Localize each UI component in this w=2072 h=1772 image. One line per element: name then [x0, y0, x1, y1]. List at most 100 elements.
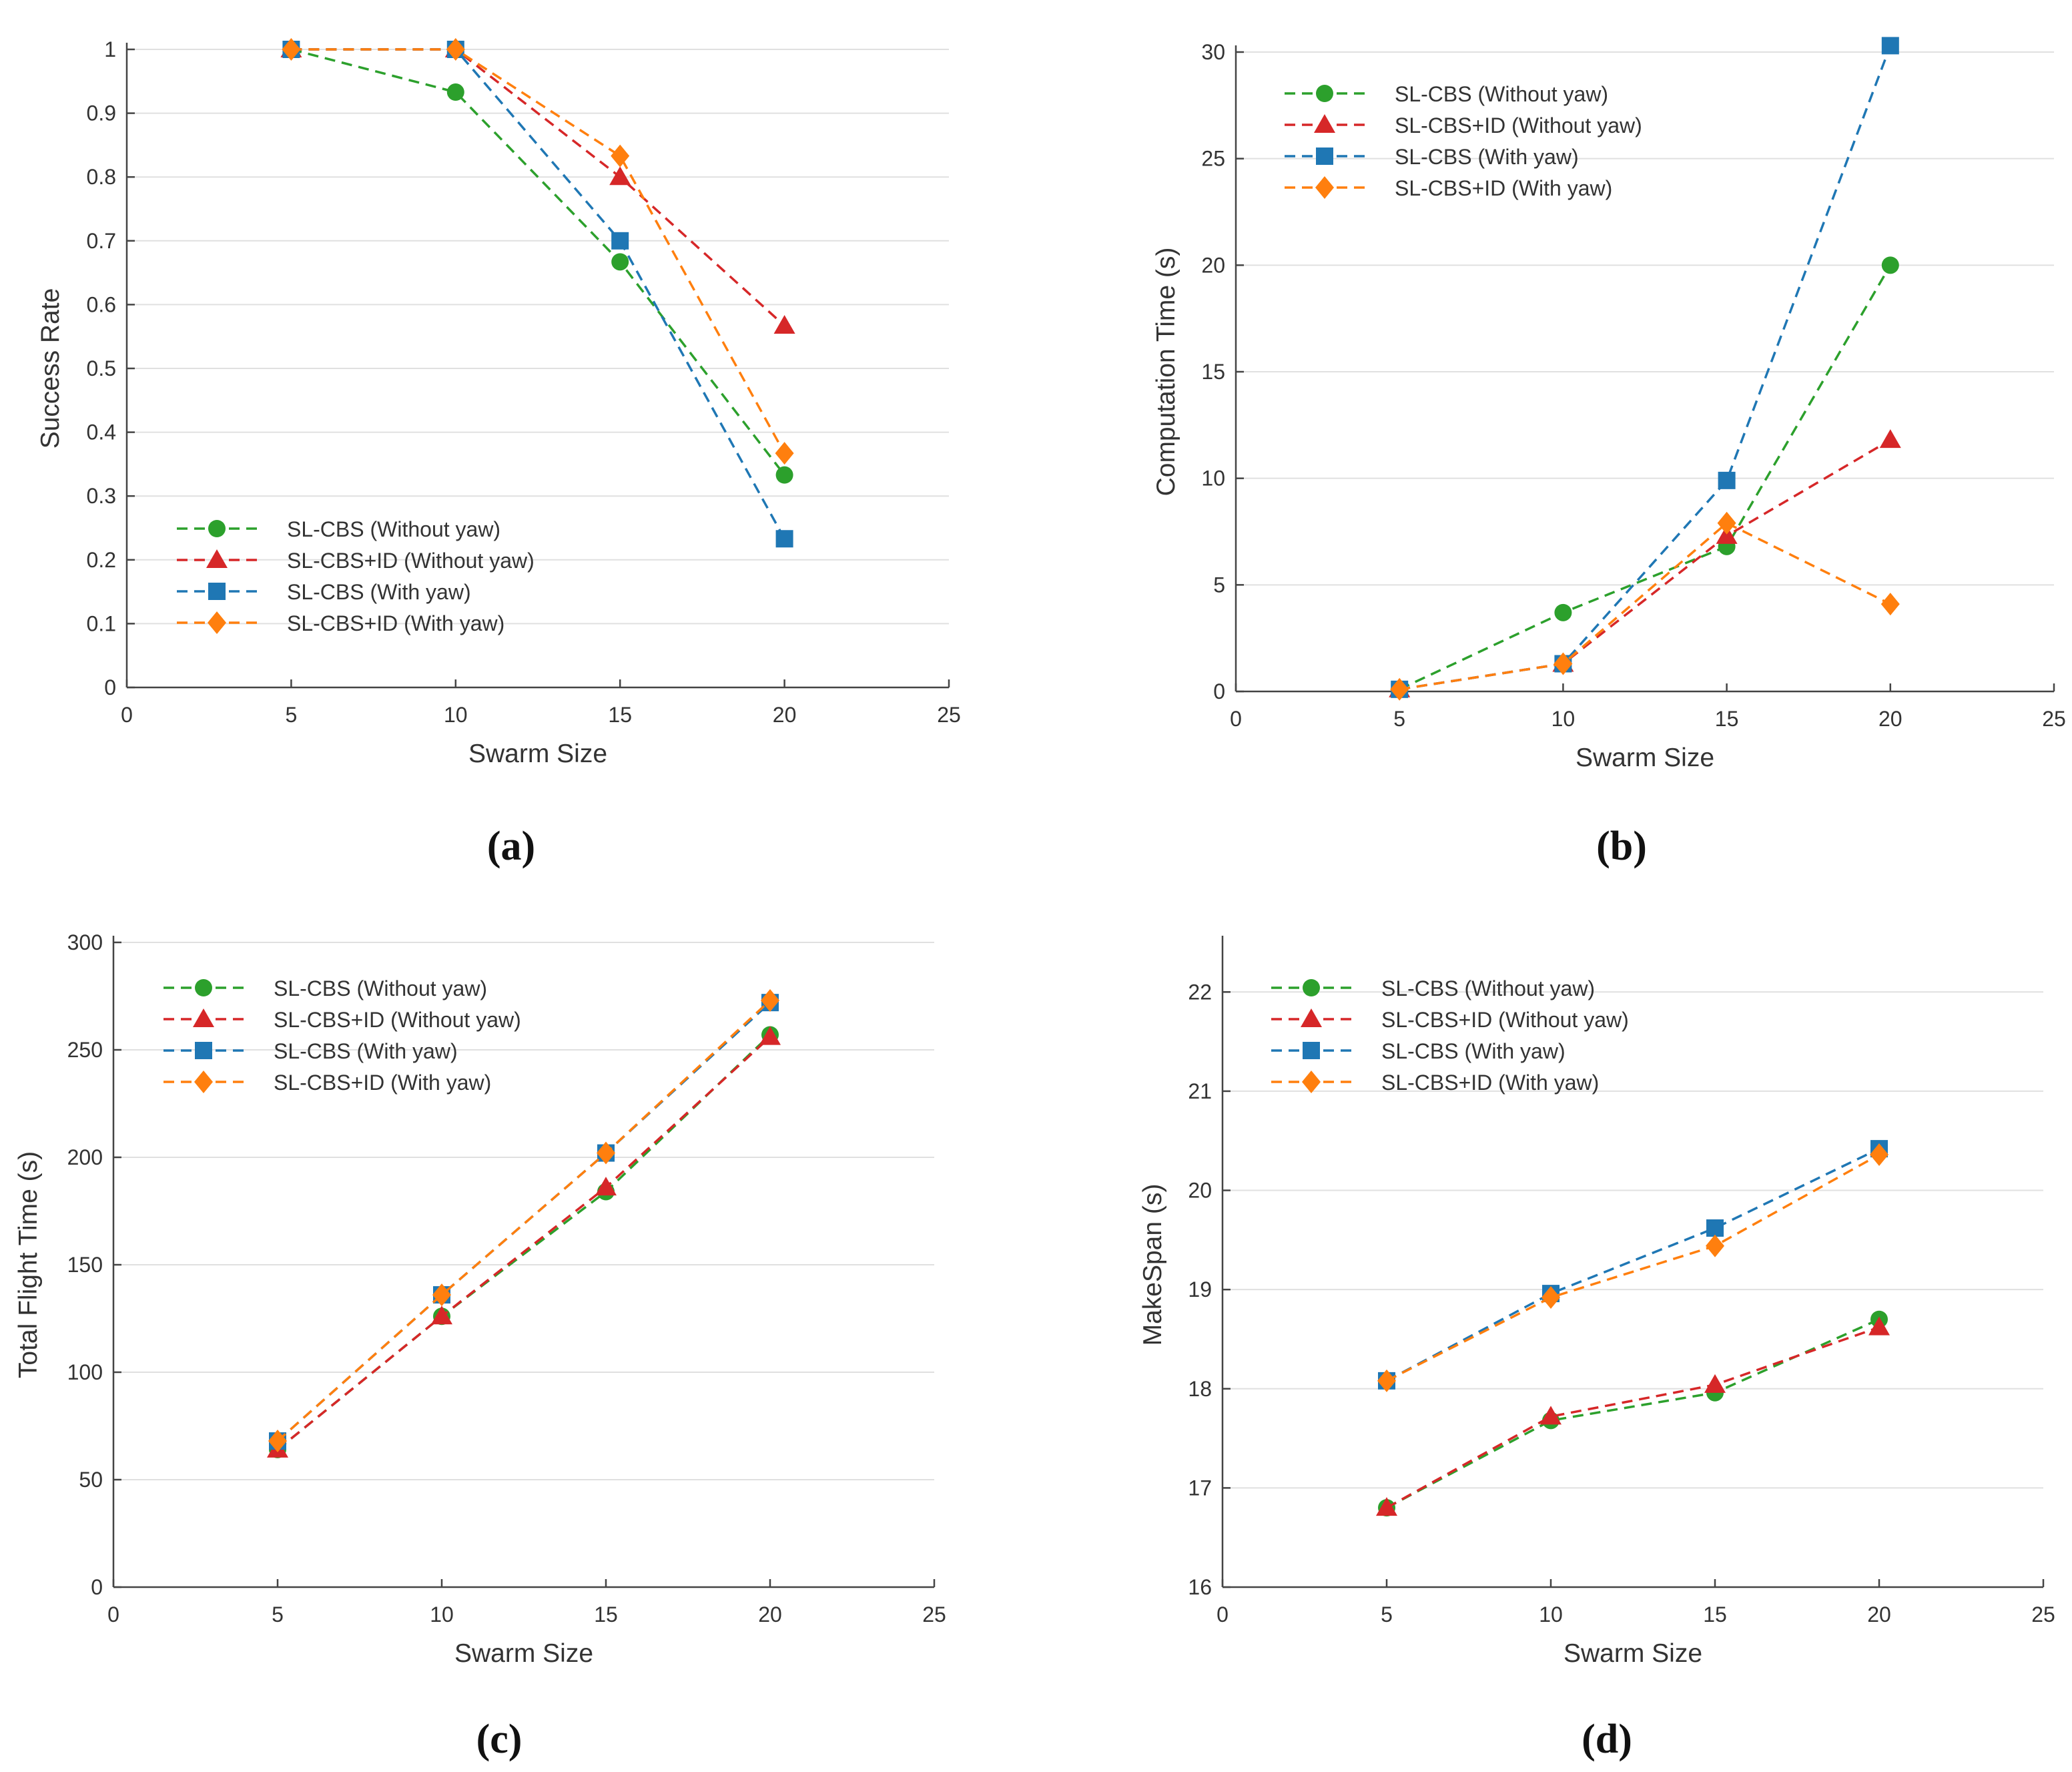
y-tick-label: 10 [1201, 467, 1225, 491]
chart-panel-1: 0 5 10 15 20 25 0 0.1 0.2 0.3 0.4 0.5 0.6 0.7 0.8 0.9 1 S… [36, 37, 961, 869]
x-tick-label: 10 [1539, 1602, 1563, 1627]
data-point [1881, 37, 1899, 55]
legend-marker [1303, 979, 1320, 996]
data-point [761, 988, 779, 1012]
y-tick-label: 5 [1213, 573, 1225, 597]
data-point [1540, 1406, 1562, 1425]
x-axis-label: Swarm Size [454, 1639, 593, 1668]
data-point [1868, 1316, 1890, 1336]
data-point [1718, 471, 1736, 489]
legend-entry: SL-CBS (Without yaw) [1395, 82, 1608, 106]
y-tick-label: 0.2 [87, 548, 116, 572]
legend-entry: SL-CBS (With yaw) [274, 1039, 458, 1063]
x-tick-label: 5 [1381, 1602, 1393, 1627]
y-tick-label: 100 [67, 1360, 103, 1384]
series-line-3 [291, 48, 786, 540]
chart-panel-4: 0 5 10 15 20 25 16 17 18 19 20 21 22 Swarm Size MakeSp… [1138, 936, 2055, 1762]
y-tick-label: 16 [1188, 1575, 1212, 1599]
x-tick-label: 0 [107, 1602, 119, 1627]
legend-entry: SL-CBS (With yaw) [1381, 1039, 1566, 1063]
series-line-3 [1386, 1147, 1880, 1382]
data-point [1870, 1143, 1888, 1167]
legend-entry: SL-CBS+ID (With yaw) [1381, 1071, 1599, 1095]
legend-entry: SL-CBS (Without yaw) [274, 976, 487, 1000]
y-axis-label: Total Flight Time (s) [14, 1151, 43, 1378]
series-line-4 [1399, 521, 1891, 691]
x-tick-label: 0 [1217, 1602, 1229, 1627]
x-tick-label: 10 [1551, 707, 1576, 731]
legend-entry: SL-CBS (With yaw) [287, 580, 471, 604]
y-tick-label: 50 [79, 1468, 103, 1492]
legend-marker [1301, 1008, 1322, 1027]
y-tick-label: 1 [104, 37, 116, 61]
legend-entry: SL-CBS+ID (Without yaw) [1395, 113, 1642, 137]
legend-entry: SL-CBS+ID (With yaw) [274, 1071, 491, 1095]
data-point [282, 38, 301, 61]
y-tick-label: 0.5 [87, 356, 116, 380]
series-line-1 [1399, 264, 1892, 691]
y-axis-label: Success Rate [36, 288, 65, 449]
series-line-2 [291, 48, 785, 327]
legend-marker [195, 979, 212, 996]
x-axis-label: Swarm Size [468, 740, 607, 768]
panel-label: (d) [1582, 1717, 1632, 1762]
legend-marker [195, 1042, 212, 1059]
data-point [1879, 429, 1901, 449]
x-tick-label: 25 [922, 1602, 946, 1627]
y-tick-label: 18 [1188, 1377, 1212, 1401]
y-tick-label: 150 [67, 1253, 103, 1277]
x-tick-label: 0 [121, 703, 133, 727]
series-line-2 [1399, 438, 1891, 691]
data-point [1706, 1219, 1724, 1237]
series-line-2 [276, 1036, 771, 1451]
legend-entry: SL-CBS (Without yaw) [1381, 976, 1595, 1000]
x-tick-label: 25 [2031, 1602, 2055, 1627]
x-tick-label: 15 [1715, 707, 1739, 731]
x-tick-label: 15 [1703, 1602, 1727, 1627]
legend-marker [206, 549, 228, 568]
data-point [1706, 1234, 1724, 1257]
data-point [773, 314, 795, 334]
data-point [431, 1305, 452, 1325]
data-point [1880, 593, 1900, 616]
data-point [597, 1141, 615, 1165]
data-point [1717, 511, 1736, 535]
series-line-2 [1386, 1325, 1880, 1509]
y-tick-label: 15 [1201, 360, 1225, 384]
y-tick-label: 0.9 [87, 101, 116, 125]
y-tick-label: 30 [1201, 40, 1225, 64]
y-tick-label: 20 [1201, 253, 1225, 277]
series-line-3 [1399, 45, 1892, 691]
y-tick-label: 300 [67, 930, 103, 954]
panel-label: (a) [487, 824, 535, 869]
x-tick-label: 20 [758, 1602, 782, 1627]
x-tick-label: 20 [1867, 1602, 1891, 1627]
data-point [446, 38, 465, 61]
x-tick-label: 25 [2042, 707, 2066, 731]
y-axis-label: MakeSpan (s) [1138, 1184, 1167, 1346]
series-line-1 [276, 1034, 771, 1451]
data-point [1553, 652, 1573, 675]
y-tick-label: 21 [1188, 1079, 1212, 1103]
data-point [611, 253, 629, 271]
data-point [611, 232, 629, 250]
panel-label: (b) [1596, 824, 1647, 869]
legend-entry: SL-CBS+ID (Without yaw) [274, 1008, 521, 1032]
data-point [1881, 256, 1899, 274]
x-tick-label: 20 [773, 703, 797, 727]
y-axis-label: Computation Time (s) [1152, 248, 1180, 497]
x-tick-label: 0 [1230, 707, 1242, 731]
legend-entry: SL-CBS (With yaw) [1395, 145, 1579, 169]
data-point [609, 166, 631, 186]
data-point [1541, 1286, 1560, 1309]
legend: SL-CBS (Without yaw) SL-CBS+ID (Without y… [177, 517, 535, 635]
data-point [775, 442, 794, 465]
series-line-1 [1386, 1318, 1880, 1509]
x-tick-label: 5 [286, 703, 298, 727]
data-point [1390, 677, 1409, 701]
legend-entry: SL-CBS+ID (With yaw) [1395, 176, 1612, 200]
y-tick-label: 0.4 [87, 420, 116, 445]
data-point [1376, 1497, 1397, 1516]
